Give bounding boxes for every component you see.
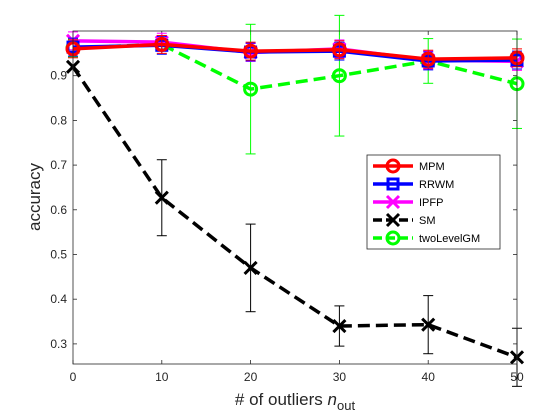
x-tick-label: 40	[422, 370, 436, 384]
y-tick-label: 0.4	[50, 292, 67, 306]
x-tick-label: 30	[333, 370, 347, 384]
y-tick-label: 0.5	[50, 247, 67, 261]
data-point	[331, 42, 347, 58]
legend-entry: SM	[373, 212, 436, 228]
legend-label: MPM	[419, 161, 445, 173]
x-tick-label: 0	[70, 370, 77, 384]
plot-area-frame	[72, 30, 518, 365]
legend: MPM RRWM IPFP SM twoLevelGM	[366, 154, 501, 250]
legend-marker	[386, 177, 400, 191]
data-point	[154, 36, 170, 52]
x-axis-title: # of outliers nout	[235, 390, 356, 413]
data-point	[243, 260, 258, 275]
legend-label: twoLevelGM	[419, 233, 480, 245]
data-point	[154, 190, 169, 205]
y-tick-label: 0.3	[50, 337, 67, 351]
y-tick-label: 0.7	[50, 158, 67, 172]
legend-entry: twoLevelGM	[373, 230, 480, 246]
x-axis-title-subscript: out	[337, 398, 355, 413]
y-tick-label: 0.6	[50, 203, 67, 217]
y-axis-title: accuracy	[25, 162, 44, 231]
x-tick-label: 10	[155, 370, 169, 384]
legend-label: IPFP	[419, 197, 443, 209]
series-line	[72, 42, 518, 61]
legend-marker	[385, 212, 401, 228]
data-point	[332, 318, 347, 334]
y-tick-label: 0.9	[50, 69, 67, 83]
x-axis-title-variable: n	[328, 390, 337, 409]
series-line	[71, 65, 518, 359]
axes: 0 10 20 30 40 500.30.40.50.60.70.80.9	[50, 31, 524, 384]
data-point	[243, 81, 259, 97]
x-axis-title-main: # of outliers	[235, 390, 328, 409]
legend-label: RRWM	[419, 179, 454, 191]
data-point	[420, 51, 436, 67]
data-point	[421, 317, 436, 332]
series-sm	[65, 59, 525, 387]
data-point	[331, 68, 347, 84]
legend-marker	[385, 230, 401, 246]
legend-entry: IPFP	[373, 194, 443, 210]
legend-entry: RRWM	[373, 177, 454, 191]
x-tick-label: 20	[244, 370, 258, 384]
data-point	[243, 43, 259, 59]
y-tick-label: 0.8	[50, 113, 67, 127]
legend-label: SM	[419, 215, 436, 227]
legend-marker	[385, 158, 401, 174]
legend-entry: MPM	[373, 158, 445, 174]
legend-marker	[385, 194, 401, 210]
